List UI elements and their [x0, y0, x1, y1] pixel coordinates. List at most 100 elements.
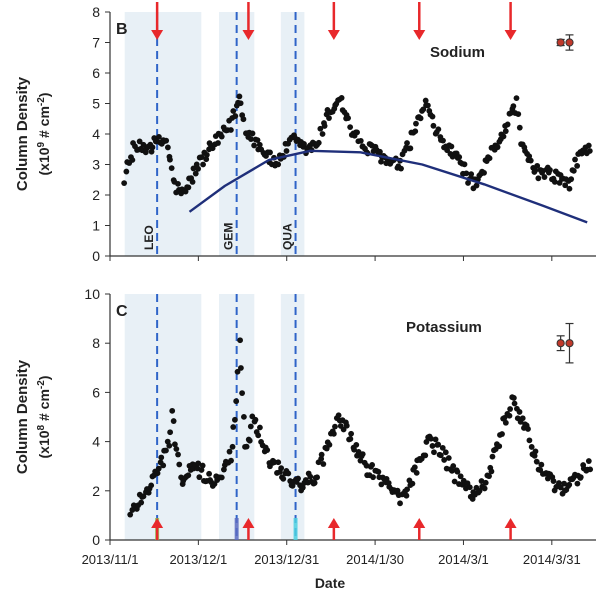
data-point: [445, 455, 452, 461]
data-point: [488, 468, 495, 475]
data-point: [232, 113, 239, 119]
data-point: [566, 185, 573, 192]
data-point: [450, 463, 457, 469]
data-point: [515, 111, 522, 117]
data-point: [551, 178, 558, 185]
data-point: [513, 95, 520, 102]
data-point: [577, 474, 584, 481]
x-tick-label: 2013/12/1: [169, 552, 227, 567]
data-point: [486, 473, 492, 480]
data-point: [195, 165, 202, 172]
shaded-period: [280, 294, 305, 540]
data-point: [481, 485, 488, 492]
panel-letter: B: [116, 21, 128, 38]
data-point: [506, 412, 513, 419]
data-point: [516, 124, 523, 131]
y-axis-label-units-part: (x10: [36, 430, 52, 458]
y-axis-label-units: (x108 # cm-2): [36, 376, 53, 459]
data-point: [423, 439, 430, 445]
data-point: [156, 133, 162, 140]
data-point: [275, 161, 282, 168]
data-point: [248, 136, 254, 142]
y-axis-label: Column Density: [14, 76, 31, 191]
y-axis-label-units-part: ): [36, 93, 52, 98]
y-tick-label: 5: [92, 96, 100, 112]
data-point: [404, 486, 410, 493]
data-point: [516, 409, 523, 415]
data-point: [499, 431, 505, 437]
data-point: [229, 443, 236, 450]
red-arrow-down: [242, 2, 255, 40]
y-axis-label-units-part: # cm: [36, 106, 52, 142]
data-point: [198, 467, 205, 473]
data-point: [171, 441, 178, 448]
data-point: [158, 454, 165, 461]
data-point: [409, 480, 416, 487]
data-point: [431, 449, 437, 456]
data-point: [285, 470, 292, 477]
data-point: [486, 155, 493, 162]
data-point: [347, 436, 354, 442]
data-point: [318, 451, 325, 458]
y-tick-label: 1: [92, 218, 100, 234]
data-point: [556, 480, 562, 486]
data-point: [343, 422, 350, 429]
data-point: [531, 452, 538, 459]
data-point: [237, 337, 244, 344]
data-point: [407, 145, 414, 152]
data-point: [338, 94, 345, 101]
data-point: [321, 123, 328, 129]
data-point: [176, 461, 183, 468]
data-point: [238, 365, 244, 371]
data-point: [463, 170, 470, 177]
data-point: [440, 137, 446, 144]
error-bar-point: [556, 335, 565, 352]
data-point: [586, 148, 593, 154]
meteor-shower-label: QUA: [281, 223, 295, 250]
y-axis-label-units-part: (x10: [36, 147, 52, 175]
data-point: [198, 154, 205, 161]
data-point: [199, 462, 206, 469]
data-point: [585, 458, 592, 464]
data-point: [347, 124, 354, 131]
data-point: [330, 430, 337, 437]
data-point: [403, 492, 410, 499]
data-point: [314, 474, 320, 481]
red-arrow-down: [151, 2, 164, 40]
data-point: [163, 447, 169, 454]
data-point: [168, 165, 175, 172]
data-point: [422, 97, 429, 104]
data-point: [175, 451, 181, 458]
data-point: [532, 448, 539, 455]
data-point: [570, 167, 577, 174]
data-point: [203, 156, 210, 163]
y-axis-label-units-exp: -2: [36, 380, 47, 389]
data-point: [448, 143, 455, 150]
data-point: [511, 400, 518, 407]
data-point: [192, 170, 199, 177]
y-tick-label: 6: [92, 384, 100, 400]
data-point: [544, 475, 551, 482]
data-point: [140, 493, 147, 500]
data-point: [326, 441, 333, 448]
data-point: [432, 436, 439, 443]
data-point: [228, 457, 234, 464]
data-point: [398, 165, 404, 172]
data-point: [526, 153, 533, 160]
data-point: [129, 157, 136, 163]
y-axis-label-units-exp: 8: [36, 424, 47, 430]
data-point: [200, 161, 206, 168]
data-point: [196, 474, 203, 481]
data-point: [154, 470, 161, 477]
data-point: [267, 149, 273, 156]
data-point: [233, 398, 240, 405]
data-point: [121, 180, 128, 187]
data-point: [489, 453, 496, 460]
data-point: [428, 435, 434, 442]
data-point: [547, 167, 553, 173]
red-arrow-up: [413, 518, 426, 540]
data-point: [533, 458, 540, 465]
data-point: [234, 368, 241, 375]
panel-sodium: 0 1 2 3 4 5 6 7 8 Column Density (x109 # cm-2) LEO G…: [14, 2, 596, 264]
